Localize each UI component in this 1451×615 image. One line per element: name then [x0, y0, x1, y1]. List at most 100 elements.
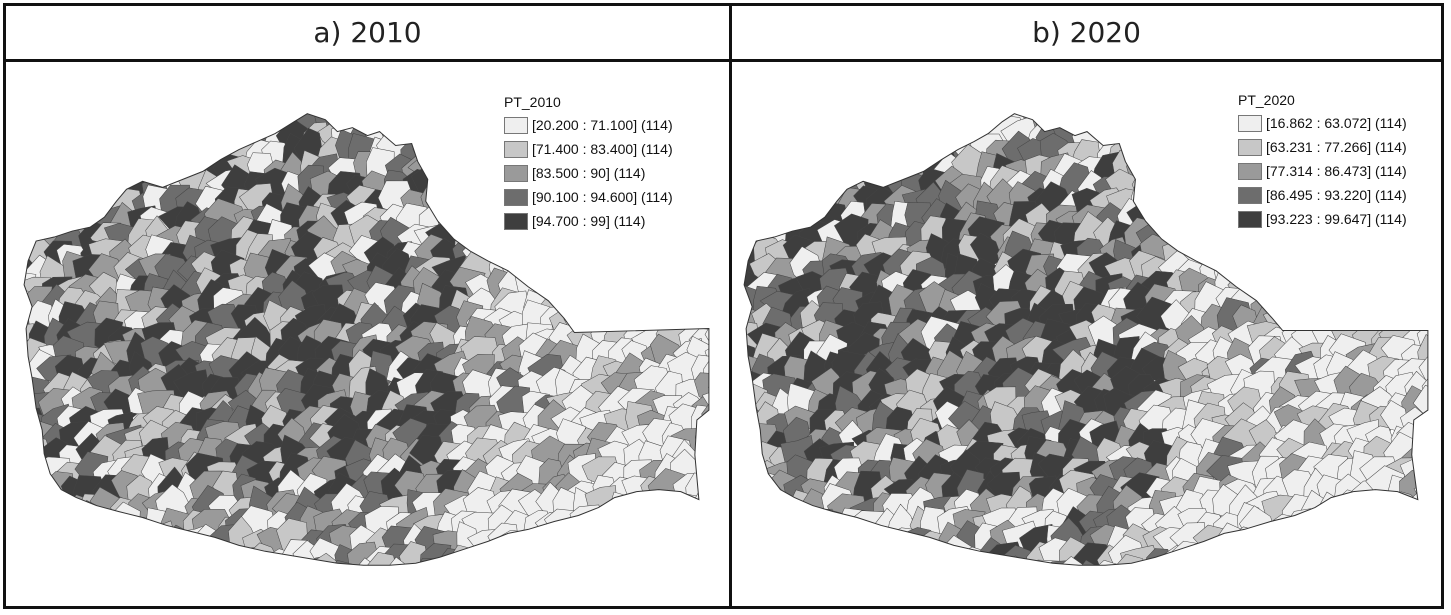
- municipality-polygon: [485, 546, 525, 566]
- municipality-polygon: [549, 576, 588, 606]
- municipality-polygon: [1323, 286, 1358, 316]
- municipality-polygon: [399, 541, 429, 566]
- municipality-polygon: [588, 560, 617, 566]
- legend-title: PT_2010: [504, 94, 561, 110]
- municipality-polygon: [129, 113, 165, 117]
- municipality-polygon: [1286, 286, 1314, 320]
- municipality-polygon: [463, 544, 501, 566]
- municipality-polygon: [671, 173, 702, 203]
- municipality-polygon: [24, 443, 29, 479]
- municipality-polygon: [814, 119, 849, 160]
- municipality-polygon: [1414, 215, 1428, 252]
- municipality-polygon: [744, 136, 775, 171]
- municipality-polygon: [1297, 293, 1326, 328]
- municipality-polygon: [6, 202, 21, 240]
- municipality-polygon: [454, 199, 484, 233]
- municipality-polygon: [71, 122, 107, 156]
- municipality-polygon: [905, 541, 938, 566]
- municipality-polygon: [6, 504, 19, 536]
- municipality-polygon: [152, 113, 193, 134]
- municipality-polygon: [468, 117, 500, 153]
- municipality-polygon: [1402, 554, 1428, 566]
- municipality-polygon: [6, 402, 21, 443]
- municipality-polygon: [870, 542, 903, 566]
- municipality-polygon: [688, 182, 709, 219]
- municipality-polygon: [235, 113, 271, 140]
- municipality-polygon: [695, 419, 709, 459]
- municipality-polygon: [970, 580, 1004, 606]
- municipality-polygon: [1163, 575, 1190, 606]
- municipality-polygon: [40, 539, 73, 566]
- municipality-polygon: [694, 372, 709, 403]
- municipality-polygon: [744, 504, 761, 537]
- municipality-polygon: [1282, 269, 1320, 305]
- municipality-polygon: [1068, 572, 1102, 606]
- municipality-polygon: [1178, 184, 1209, 218]
- municipality-polygon: [446, 574, 485, 606]
- municipality-polygon: [1147, 155, 1178, 185]
- municipality-polygon: [59, 579, 88, 604]
- municipality-polygon: [1157, 113, 1192, 124]
- municipality-polygon: [467, 561, 498, 566]
- municipality-polygon: [866, 120, 902, 151]
- legend-swatch: [1238, 138, 1262, 156]
- municipality-polygon: [820, 136, 858, 175]
- municipality-polygon: [1413, 476, 1428, 515]
- municipality-polygon: [231, 580, 257, 606]
- municipality-polygon: [677, 564, 709, 566]
- municipality-polygon: [1252, 541, 1280, 566]
- municipality-polygon: [529, 561, 567, 566]
- municipality-polygon: [744, 440, 767, 481]
- municipality-polygon: [24, 558, 46, 566]
- municipality-polygon: [914, 538, 947, 566]
- municipality-polygon: [1401, 286, 1428, 322]
- municipality-polygon: [799, 153, 835, 190]
- municipality-polygon: [849, 113, 885, 138]
- municipality-polygon: [744, 183, 767, 220]
- municipality-polygon: [435, 168, 470, 205]
- municipality-polygon: [1314, 541, 1347, 566]
- legend-swatch: [1238, 114, 1262, 132]
- municipality-polygon: [67, 184, 105, 217]
- municipality-polygon: [561, 542, 601, 566]
- municipality-polygon: [27, 113, 62, 114]
- municipality-polygon: [979, 113, 1005, 119]
- municipality-polygon: [1128, 133, 1163, 168]
- municipality-polygon: [764, 148, 800, 181]
- municipality-polygon: [744, 190, 749, 220]
- municipality-polygon: [1281, 559, 1318, 566]
- municipality-polygon: [823, 524, 852, 557]
- municipality-polygon: [6, 302, 22, 338]
- municipality-polygon: [428, 561, 462, 566]
- municipality-polygon: [712, 578, 729, 606]
- municipality-polygon: [504, 239, 539, 273]
- map-legend: PT_2010 [20.200 : 71.100] (114) [71.400 …: [504, 94, 673, 233]
- municipality-polygon: [39, 577, 74, 605]
- municipality-polygon: [533, 252, 570, 281]
- municipality-polygon: [1345, 494, 1382, 523]
- municipality-polygon: [24, 115, 43, 150]
- municipality-polygon: [1282, 255, 1316, 283]
- municipality-polygon: [76, 539, 111, 566]
- municipality-polygon: [580, 292, 616, 327]
- municipality-polygon: [1061, 113, 1094, 131]
- municipality-polygon: [732, 83, 751, 113]
- municipality-polygon: [1343, 239, 1376, 276]
- municipality-polygon: [192, 539, 226, 566]
- municipality-polygon: [744, 469, 750, 507]
- municipality-polygon: [24, 454, 29, 486]
- municipality-polygon: [1175, 572, 1209, 606]
- municipality-polygon: [52, 502, 89, 543]
- legend-label: [86.495 : 93.220] (114): [1266, 187, 1407, 203]
- municipality-polygon: [991, 570, 1021, 602]
- municipality-polygon: [883, 137, 926, 171]
- municipality-polygon: [697, 441, 709, 471]
- municipality-polygon: [796, 537, 834, 566]
- municipality-polygon: [1230, 254, 1265, 290]
- municipality-polygon: [143, 129, 182, 165]
- municipality-polygon: [701, 255, 709, 292]
- municipality-polygon: [1267, 554, 1299, 566]
- legend-item: [86.495 : 93.220] (114): [1238, 183, 1407, 207]
- municipality-polygon: [744, 553, 770, 566]
- municipality-polygon: [55, 544, 90, 566]
